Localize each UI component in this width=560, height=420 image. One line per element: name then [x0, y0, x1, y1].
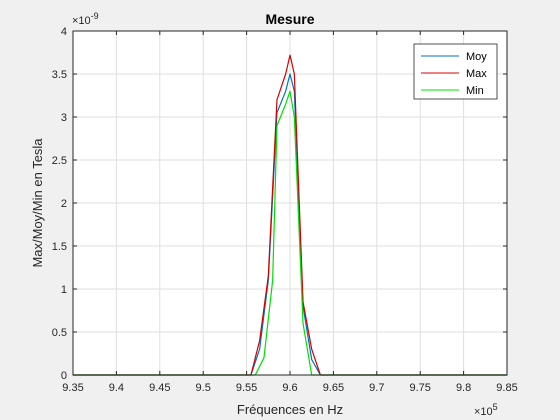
- legend-label-max: Max: [466, 68, 487, 80]
- x-tick-label: 9.7: [369, 382, 384, 394]
- y-exponent-power: -9: [91, 11, 99, 21]
- x-tick-label: 9.6: [282, 382, 297, 394]
- y-tick-label: 0: [61, 370, 67, 382]
- legend-label-min: Min: [466, 85, 484, 97]
- x-axis-label: Fréquences en Hz: [237, 402, 343, 417]
- x-exponent-base: ×10: [474, 406, 493, 418]
- x-tick-label: 9.75: [409, 382, 430, 394]
- y-axis-label: Max/Moy/Min en Tesla: [30, 138, 45, 268]
- x-tick-label: 9.85: [496, 382, 517, 394]
- x-tick-label: 9.55: [236, 382, 257, 394]
- y-exponent-base: ×10: [72, 15, 91, 27]
- chart-title: Mesure: [265, 11, 314, 27]
- x-exponent-label: ×105: [474, 402, 498, 418]
- x-tick-label: 9.8: [456, 382, 471, 394]
- tick-labels: 9.35 9.4 9.45 9.5 9.55 9.6 9.65 9.7 9.75 9.8 9.85 0…: [52, 26, 518, 394]
- series-line-max: [73, 54, 507, 376]
- y-tick-label: 3.5: [52, 69, 67, 81]
- y-tick-label: 0.5: [52, 327, 67, 339]
- y-tick-label: 2: [61, 198, 67, 210]
- x-tick-label: 9.65: [323, 382, 344, 394]
- x-tick-label: 9.5: [196, 382, 211, 394]
- x-tick-label: 9.35: [62, 382, 83, 394]
- series-group: [73, 54, 507, 376]
- legend[interactable]: Moy Max Min: [413, 43, 498, 100]
- x-tick-label: 9.45: [149, 382, 170, 394]
- series-line-moy: [73, 73, 507, 376]
- x-tick-label: 9.4: [109, 382, 124, 394]
- y-tick-label: 2.5: [52, 155, 67, 167]
- y-tick-label: 1.5: [52, 241, 67, 253]
- y-tick-label: 3: [61, 112, 67, 124]
- ticks: [72, 30, 508, 376]
- y-tick-label: 1: [61, 284, 67, 296]
- series-line-min: [73, 90, 507, 376]
- x-exponent-power: 5: [493, 402, 498, 412]
- legend-label-moy: Moy: [466, 51, 487, 63]
- y-tick-label: 4: [61, 26, 67, 38]
- y-exponent-label: ×10-9: [72, 11, 99, 27]
